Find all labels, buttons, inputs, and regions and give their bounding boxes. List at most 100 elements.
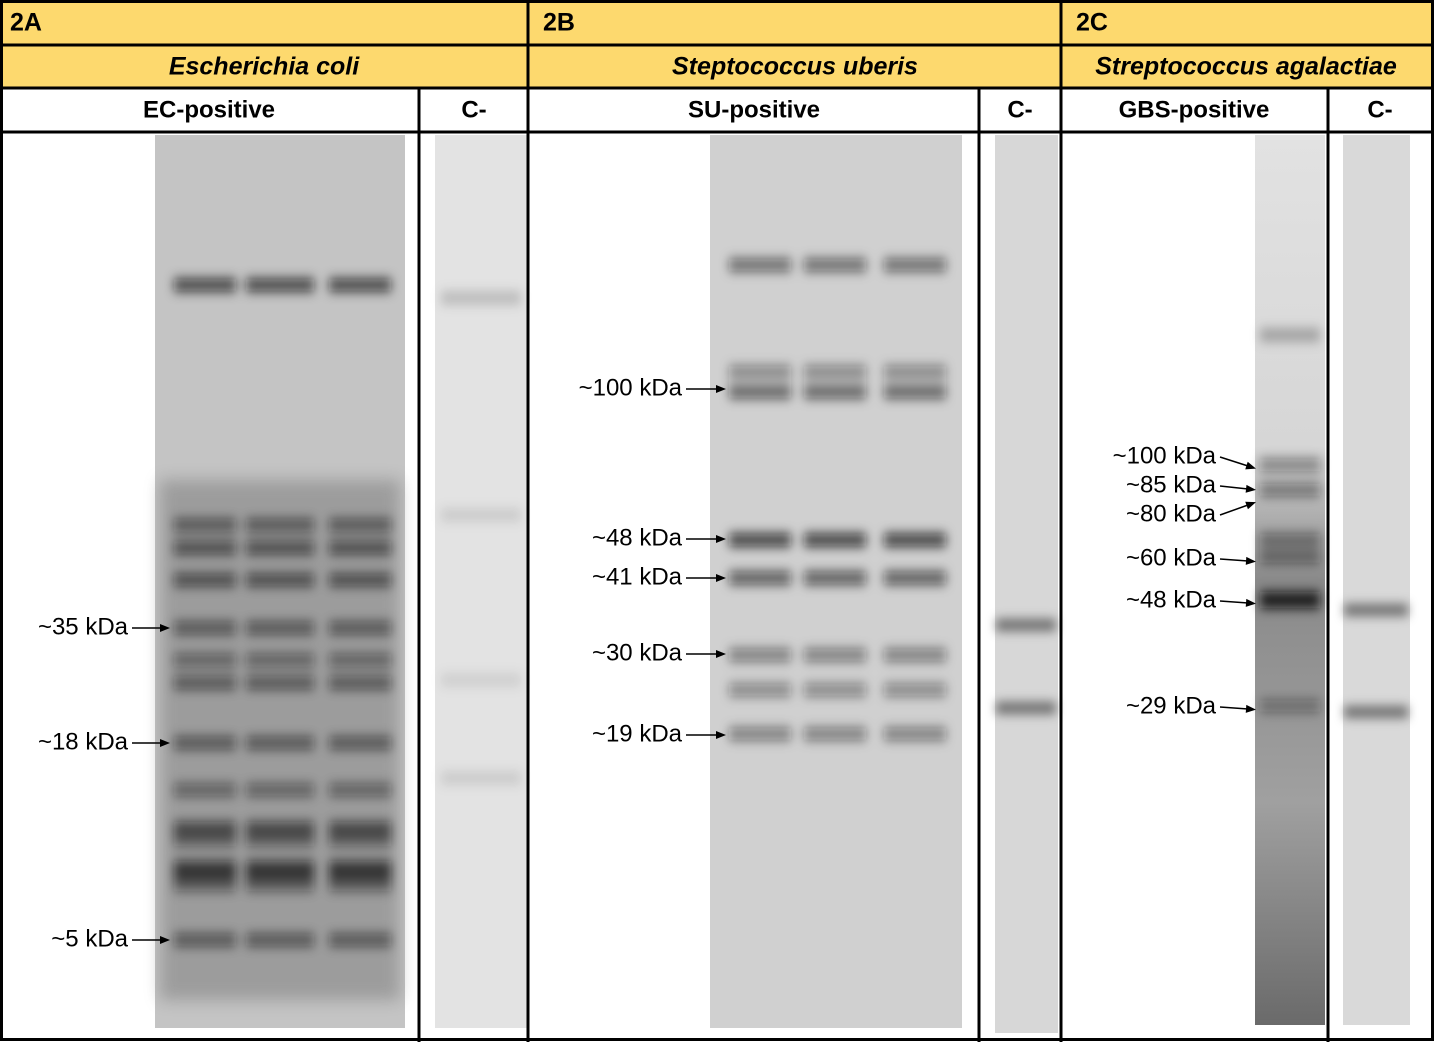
- band: [804, 534, 866, 546]
- arrow-head: [160, 739, 170, 747]
- bands: [441, 292, 521, 784]
- band: [1260, 551, 1320, 563]
- band: [174, 279, 236, 291]
- marker-label: ~100 kDa: [579, 374, 683, 401]
- blot-bg: [1255, 135, 1325, 1025]
- blot-bg: [995, 135, 1058, 1033]
- marker-label: ~48 kDa: [592, 524, 683, 551]
- arrow-head: [160, 936, 170, 944]
- arrow-head: [716, 574, 726, 582]
- band: [441, 772, 521, 784]
- marker-arrow: [1219, 485, 1249, 490]
- blot-bg: [435, 135, 527, 1028]
- arrow-head: [716, 731, 726, 739]
- bands: [729, 259, 946, 740]
- band: [804, 386, 866, 398]
- arrow-head: [716, 535, 726, 543]
- organism: Escherichia coli: [169, 53, 360, 81]
- band: [1344, 606, 1408, 614]
- blot: [435, 135, 527, 1028]
- arrow-head: [716, 650, 726, 658]
- marker-label: ~35 kDa: [38, 613, 129, 640]
- band: [729, 386, 791, 398]
- band: [329, 279, 391, 291]
- band: [884, 684, 946, 696]
- marker-arrow: [1219, 456, 1249, 467]
- band: [1260, 534, 1320, 546]
- column-header: C-: [461, 96, 486, 123]
- blot: [1255, 135, 1325, 1025]
- band: [1260, 700, 1320, 712]
- column-header: C-: [1007, 96, 1032, 123]
- band: [441, 509, 521, 521]
- blot-bg: [1343, 135, 1410, 1025]
- marker-label: ~41 kDa: [592, 563, 683, 590]
- band: [996, 704, 1056, 712]
- marker-label: ~5 kDa: [51, 925, 128, 952]
- marker-label: ~80 kDa: [1126, 500, 1217, 527]
- marker-label: ~18 kDa: [38, 728, 129, 755]
- band: [441, 292, 521, 304]
- band: [996, 621, 1056, 629]
- organism: Steptococcus uberis: [672, 53, 918, 81]
- arrow-head: [160, 624, 170, 632]
- band: [729, 572, 791, 584]
- arrow-head: [1245, 704, 1256, 713]
- band: [804, 366, 866, 378]
- arrow-head: [1245, 556, 1256, 565]
- band: [884, 572, 946, 584]
- band: [441, 674, 521, 686]
- marker-label: ~60 kDa: [1126, 544, 1217, 571]
- marker-label: ~19 kDa: [592, 720, 683, 747]
- marker-label: ~85 kDa: [1126, 471, 1217, 498]
- band: [884, 259, 946, 271]
- band: [729, 366, 791, 378]
- band: [884, 534, 946, 546]
- bands: [1344, 606, 1408, 716]
- bands: [1260, 329, 1320, 712]
- band: [729, 259, 791, 271]
- column-header: C-: [1367, 96, 1392, 123]
- band: [884, 386, 946, 398]
- column-header: GBS-positive: [1119, 96, 1270, 123]
- bands: [996, 621, 1056, 712]
- panel-id: 2B: [543, 9, 575, 37]
- organism: Streptococcus agalactiae: [1095, 53, 1397, 81]
- marker-arrow: [1219, 600, 1249, 604]
- band: [1260, 329, 1320, 341]
- marker-label: ~29 kDa: [1126, 692, 1217, 719]
- band: [246, 279, 314, 291]
- arrow-head: [716, 385, 726, 393]
- marker-arrow: [1219, 558, 1249, 562]
- marker-arrow: [1219, 706, 1249, 710]
- band: [729, 649, 791, 661]
- markers: ~35 kDa ~18 kDa ~5 kDa ~100 kDa ~48 kDa ~41 k…: [38, 374, 1256, 952]
- panel-id: 2C: [1076, 9, 1108, 37]
- band: [729, 534, 791, 546]
- gels: [155, 135, 1410, 1033]
- band: [1260, 484, 1320, 496]
- blot: [1343, 135, 1410, 1025]
- arrow-head: [1245, 484, 1256, 493]
- marker-arrow: [1219, 504, 1249, 516]
- blot: [155, 135, 405, 1028]
- column-header: EC-positive: [143, 96, 275, 123]
- arrow-head: [1245, 501, 1256, 510]
- column-header: SU-positive: [688, 96, 820, 123]
- band: [729, 728, 791, 740]
- band: [729, 684, 791, 696]
- band: [884, 366, 946, 378]
- band: [804, 649, 866, 661]
- marker-label: ~48 kDa: [1126, 586, 1217, 613]
- band: [804, 259, 866, 271]
- arrow-head: [1245, 461, 1256, 470]
- band: [804, 728, 866, 740]
- marker-label: ~100 kDa: [1113, 442, 1217, 469]
- band: [1260, 459, 1320, 471]
- band: [1344, 708, 1408, 716]
- smear: [160, 480, 400, 1000]
- band: [804, 684, 866, 696]
- band: [1260, 592, 1320, 608]
